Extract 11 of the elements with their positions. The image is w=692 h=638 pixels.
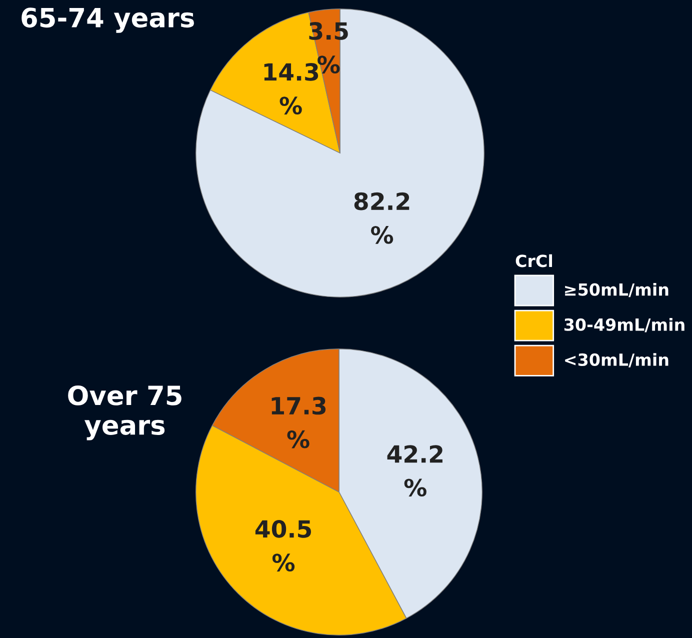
legend-title: CrCl [516, 254, 552, 268]
data-label: 82.2 % [354, 192, 410, 244]
data-label: 40.5 % [255, 520, 311, 572]
legend-label: 30-49mL/min [564, 318, 684, 332]
data-label: 42.2 % [387, 445, 442, 497]
pie-slice [196, 8, 484, 298]
chart-title: 65-74 years [22, 8, 194, 33]
data-label: 17.3 % [272, 396, 326, 448]
text: Over 75 years [68, 385, 182, 440]
legend-label: <30mL/min [565, 353, 668, 368]
legend-label: ≥50mL/min [565, 282, 668, 298]
